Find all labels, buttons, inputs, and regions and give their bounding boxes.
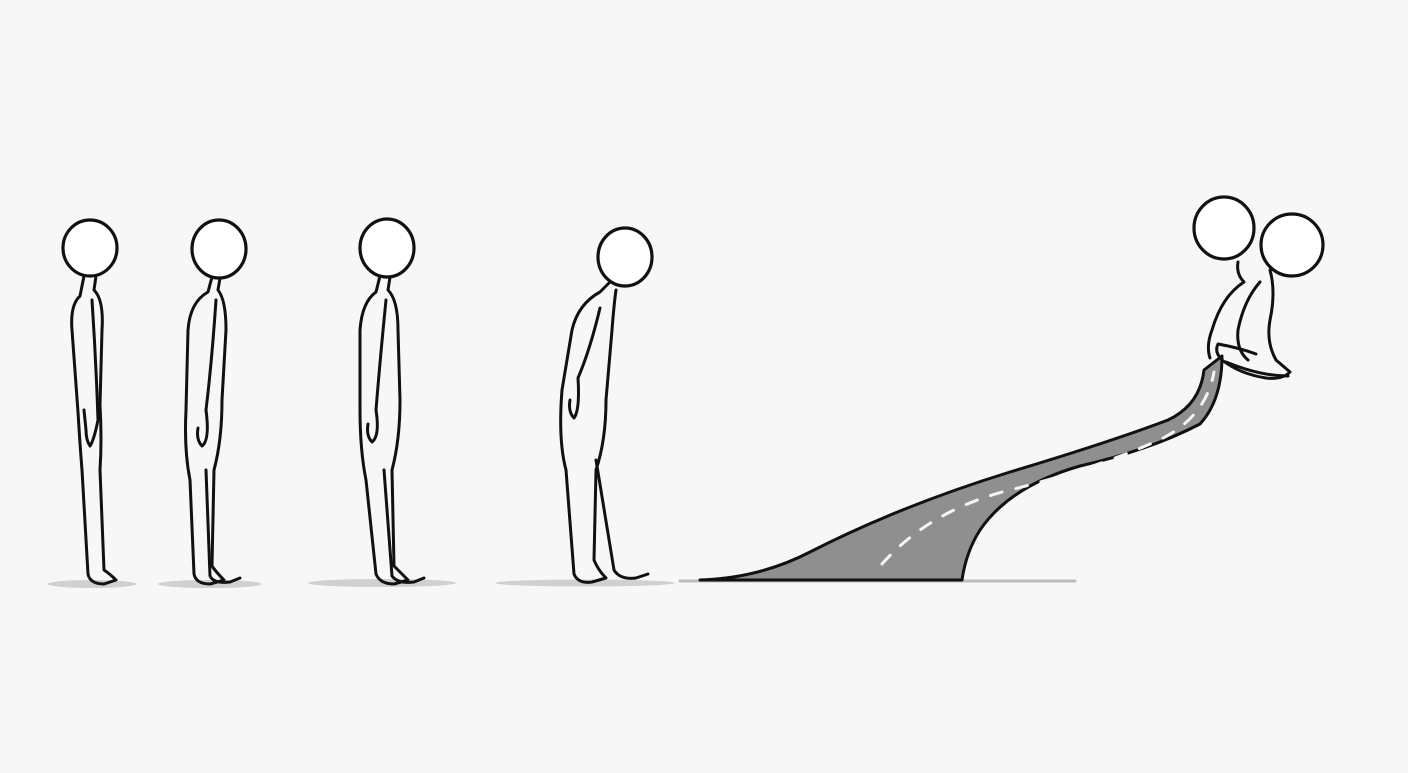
figure-2-standing <box>184 218 248 586</box>
figure-3-arm <box>366 298 388 444</box>
merged-figure-seat-edge <box>1224 360 1290 378</box>
figure-1-body <box>70 274 118 586</box>
merged-figure-on-road <box>1192 195 1325 380</box>
figure-1-head <box>61 218 119 278</box>
figure-2-head <box>190 218 248 280</box>
figure-3-rear-leg <box>382 468 426 584</box>
figure-1-standing <box>61 218 119 586</box>
figure-2-body <box>184 275 228 586</box>
merged-figure-arm <box>1236 280 1262 362</box>
road-surface <box>698 354 1224 582</box>
figure-2-arm <box>196 298 218 448</box>
merged-figure-head-right <box>1259 212 1325 278</box>
figure-4-arm <box>568 306 602 420</box>
figure-4-walking <box>559 226 654 584</box>
road-center-dashes <box>880 370 1216 566</box>
figure-3-standing <box>358 217 426 586</box>
merged-figure-head-left <box>1192 195 1256 261</box>
figure-4-rear-leg <box>594 458 650 580</box>
road <box>698 354 1224 582</box>
figure-3-head <box>358 217 416 279</box>
figure-2-rear-leg <box>204 468 242 584</box>
figure-4-head <box>596 226 654 288</box>
figure-4-body <box>559 280 618 584</box>
merged-figure-back <box>1206 260 1246 360</box>
merged-figure-lap <box>1215 268 1292 380</box>
figure-1-arm <box>82 298 100 448</box>
